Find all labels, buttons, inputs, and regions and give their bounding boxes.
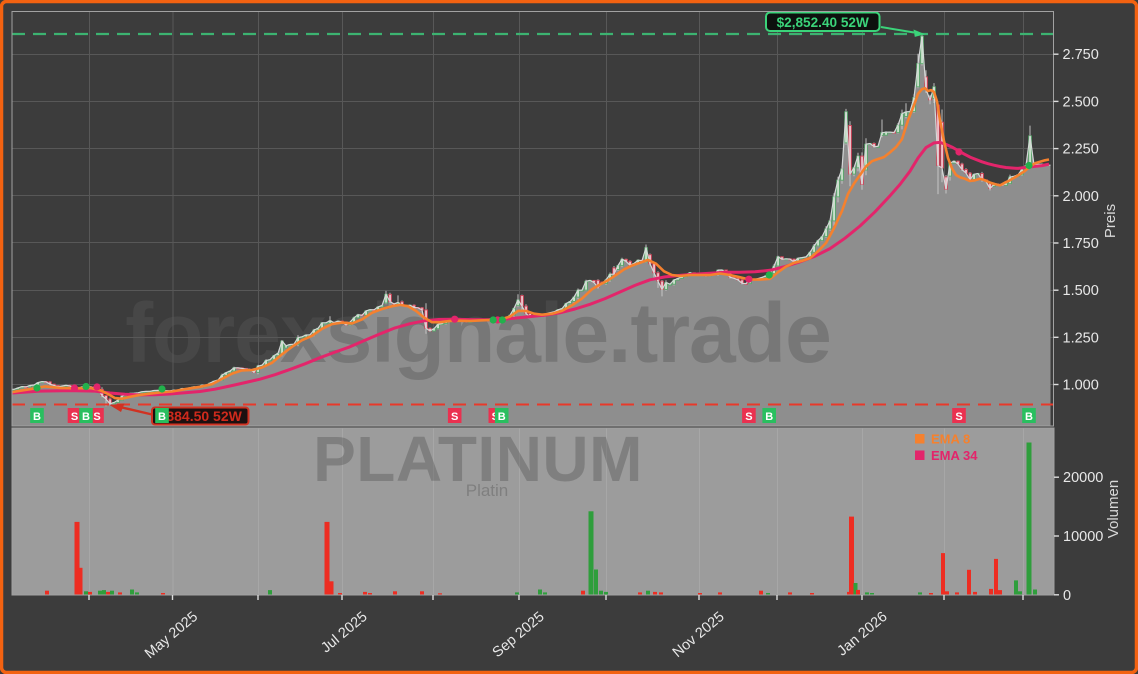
- svg-text:1.000: 1.000: [1063, 378, 1099, 394]
- svg-text:B: B: [158, 411, 166, 423]
- svg-text:B: B: [765, 411, 773, 423]
- svg-text:PLATINUM: PLATINUM: [313, 423, 643, 495]
- svg-text:Preis: Preis: [1102, 204, 1119, 238]
- svg-text:S: S: [745, 411, 752, 423]
- svg-text:Volumen: Volumen: [1105, 480, 1122, 538]
- svg-text:forexsignale.trade: forexsignale.trade: [125, 286, 831, 380]
- svg-text:1.750: 1.750: [1063, 236, 1099, 252]
- svg-text:1.500: 1.500: [1063, 283, 1099, 299]
- svg-text:B: B: [498, 411, 506, 423]
- svg-text:$884.50 52W: $884.50 52W: [159, 408, 243, 424]
- svg-text:2.000: 2.000: [1063, 189, 1099, 205]
- svg-text:EMA 34: EMA 34: [931, 448, 978, 463]
- svg-text:S: S: [451, 411, 458, 423]
- svg-text:S: S: [955, 411, 962, 423]
- svg-text:$2,852.40 52W: $2,852.40 52W: [777, 15, 869, 30]
- svg-text:Platin: Platin: [466, 481, 509, 500]
- svg-text:B: B: [1025, 411, 1033, 423]
- svg-text:2.500: 2.500: [1063, 94, 1099, 110]
- svg-text:1.250: 1.250: [1063, 330, 1099, 346]
- svg-text:2.250: 2.250: [1063, 142, 1099, 158]
- svg-text:10000: 10000: [1063, 529, 1103, 545]
- svg-text:S: S: [71, 411, 78, 423]
- svg-text:0: 0: [1063, 588, 1071, 604]
- svg-text:2.750: 2.750: [1063, 47, 1099, 63]
- svg-text:20000: 20000: [1063, 470, 1103, 486]
- svg-text:EMA 8: EMA 8: [931, 432, 970, 447]
- svg-text:S: S: [93, 411, 100, 423]
- svg-text:B: B: [82, 411, 90, 423]
- svg-text:B: B: [33, 411, 41, 423]
